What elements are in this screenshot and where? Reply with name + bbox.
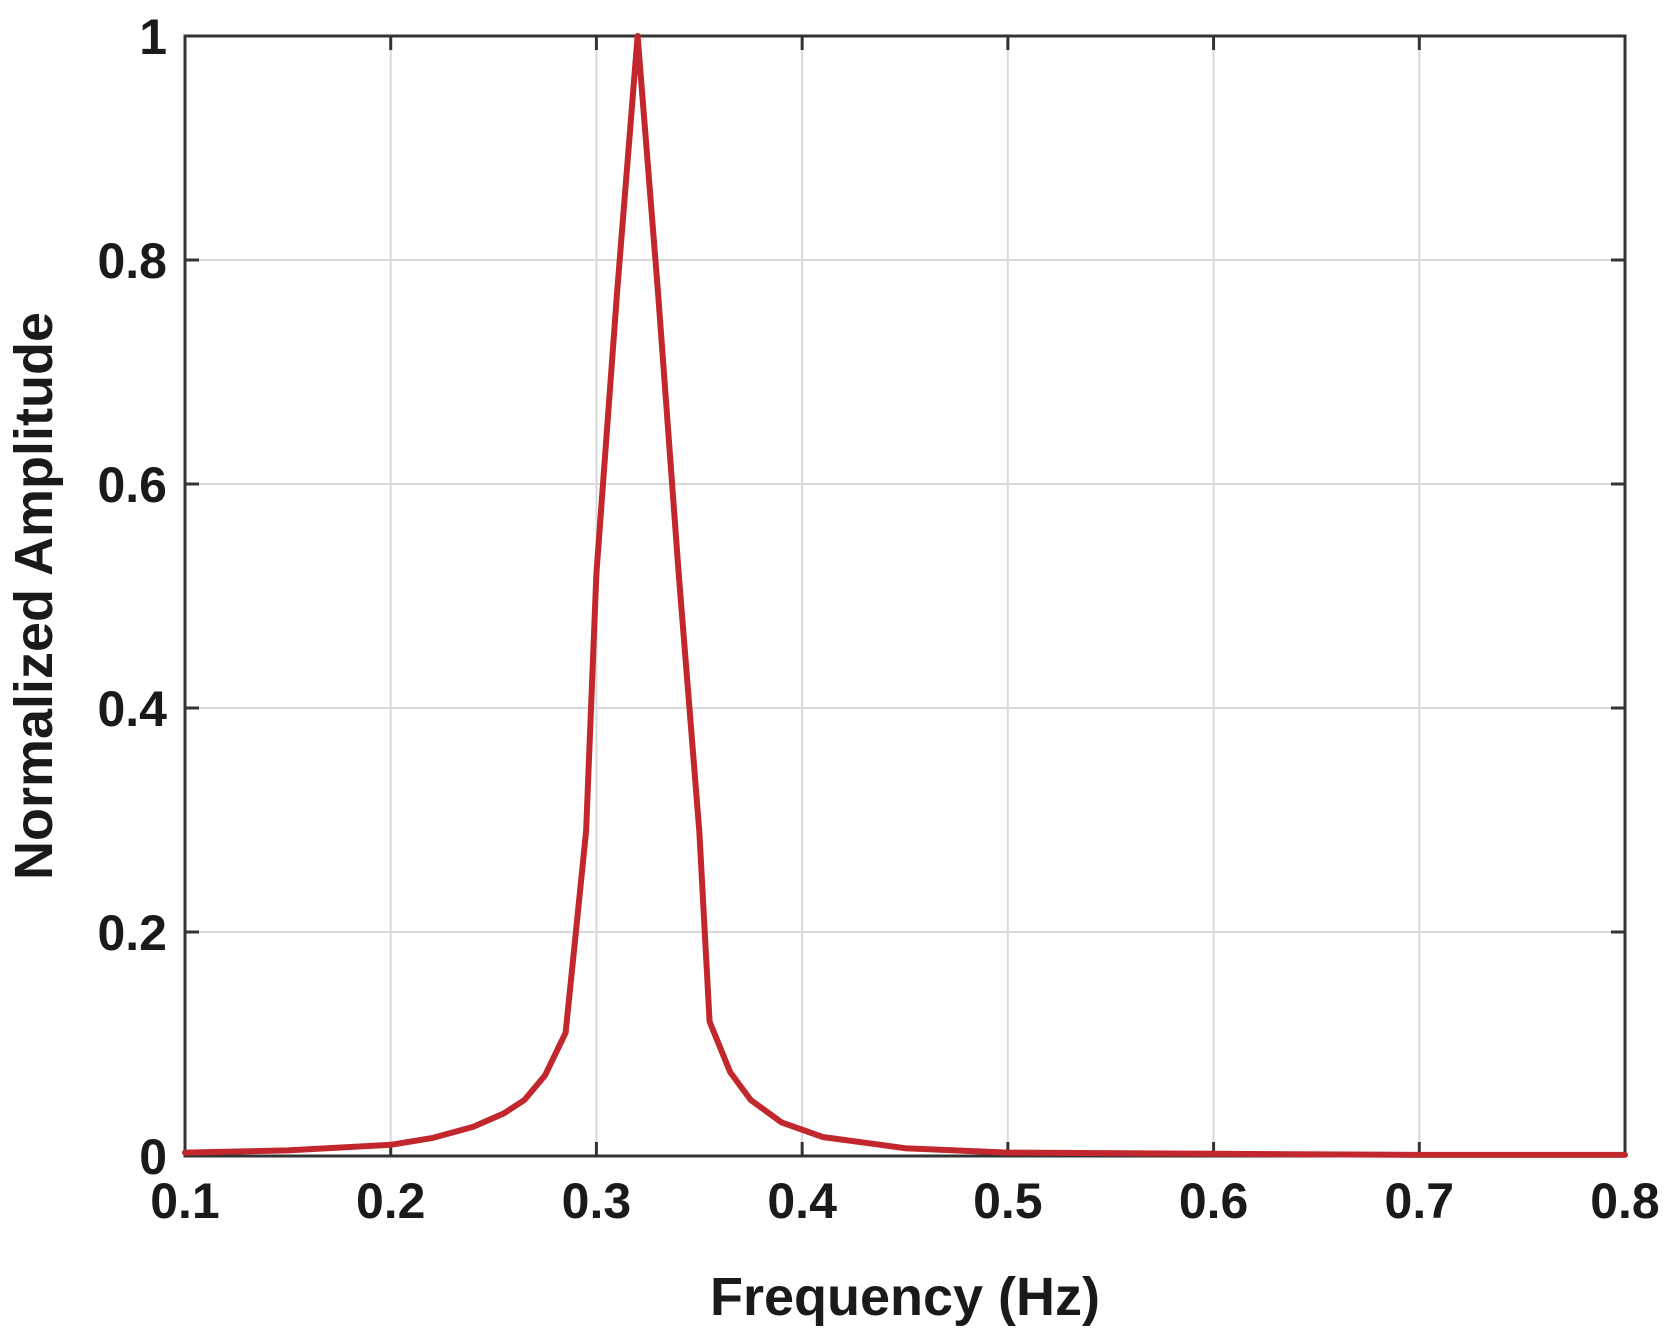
- x-tick-labels: 0.1 0.2 0.3 0.4 0.5 0.6 0.7 0.8: [150, 1173, 1660, 1229]
- x-tick-label: 0.3: [562, 1173, 632, 1229]
- y-tick-label: 0.2: [97, 905, 167, 961]
- y-tick-labels: 0 0.2 0.4 0.6 0.8 1: [97, 9, 167, 1185]
- x-tick-label: 0.2: [356, 1173, 426, 1229]
- y-tick-label: 0.4: [97, 681, 167, 737]
- x-tick-label: 0.5: [973, 1173, 1043, 1229]
- series-line: [182, 33, 1628, 1158]
- y-axis-label: Normalized Amplitude: [4, 312, 64, 880]
- x-tick-label: 0.1: [150, 1173, 220, 1229]
- x-tick-label: 0.4: [767, 1173, 837, 1229]
- y-tick-label: 1: [139, 9, 167, 65]
- tick-marks: [183, 34, 1627, 1158]
- x-axis-label: Frequency (Hz): [710, 1267, 1100, 1327]
- y-tick-label: 0.6: [97, 457, 167, 513]
- x-tick-label: 0.8: [1590, 1173, 1660, 1229]
- x-tick-label: 0.6: [1179, 1173, 1249, 1229]
- grid-lines: [184, 35, 1626, 1157]
- x-tick-label: 0.7: [1385, 1173, 1455, 1229]
- y-tick-label: 0.8: [97, 233, 167, 289]
- plot-area-frame: [183, 34, 1627, 1158]
- y-tick-label: 0: [139, 1129, 167, 1185]
